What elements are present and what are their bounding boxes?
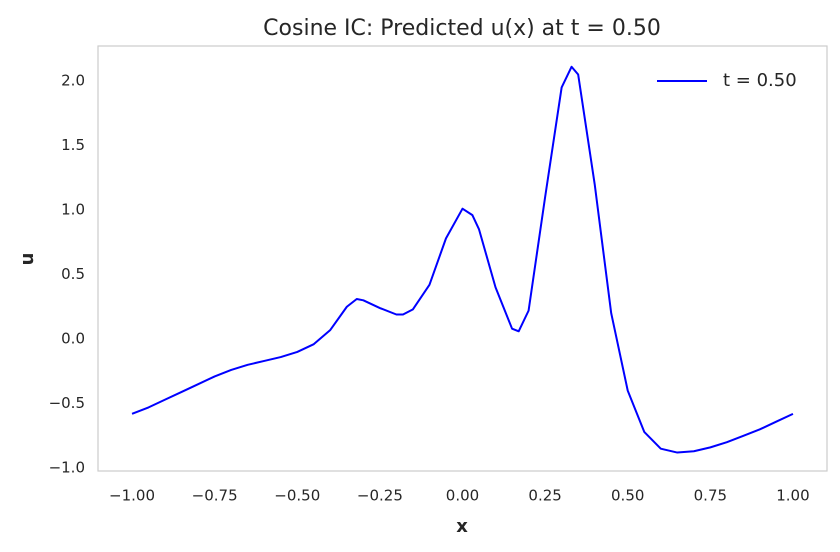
y-tick-label: −0.5 xyxy=(49,394,85,412)
x-axis-label: x xyxy=(456,516,468,537)
chart-title: Cosine IC: Predicted u(x) at t = 0.50 xyxy=(263,16,661,41)
y-axis-label: u xyxy=(17,253,38,266)
plot-frame xyxy=(97,45,828,472)
x-tick-label: −1.00 xyxy=(109,487,155,505)
x-tick-label: 0.25 xyxy=(528,487,561,505)
y-tick-label: 1.0 xyxy=(61,200,85,218)
legend-label: t = 0.50 xyxy=(723,70,797,91)
x-tick-label: 1.00 xyxy=(776,487,809,505)
x-tick-label: 0.50 xyxy=(611,487,644,505)
x-tick-label: 0.00 xyxy=(446,487,479,505)
y-tick-label: −1.0 xyxy=(49,459,85,477)
y-tick-label: 0.0 xyxy=(61,330,85,348)
y-tick-label: 1.5 xyxy=(61,136,85,154)
x-tick-label: 0.75 xyxy=(694,487,727,505)
y-tick-label: 0.5 xyxy=(61,265,85,283)
x-tick-label: −0.75 xyxy=(192,487,238,505)
x-tick-label: −0.25 xyxy=(357,487,403,505)
y-tick-label: 2.0 xyxy=(61,71,85,89)
x-tick-label: −0.50 xyxy=(274,487,320,505)
data-line xyxy=(131,65,794,454)
